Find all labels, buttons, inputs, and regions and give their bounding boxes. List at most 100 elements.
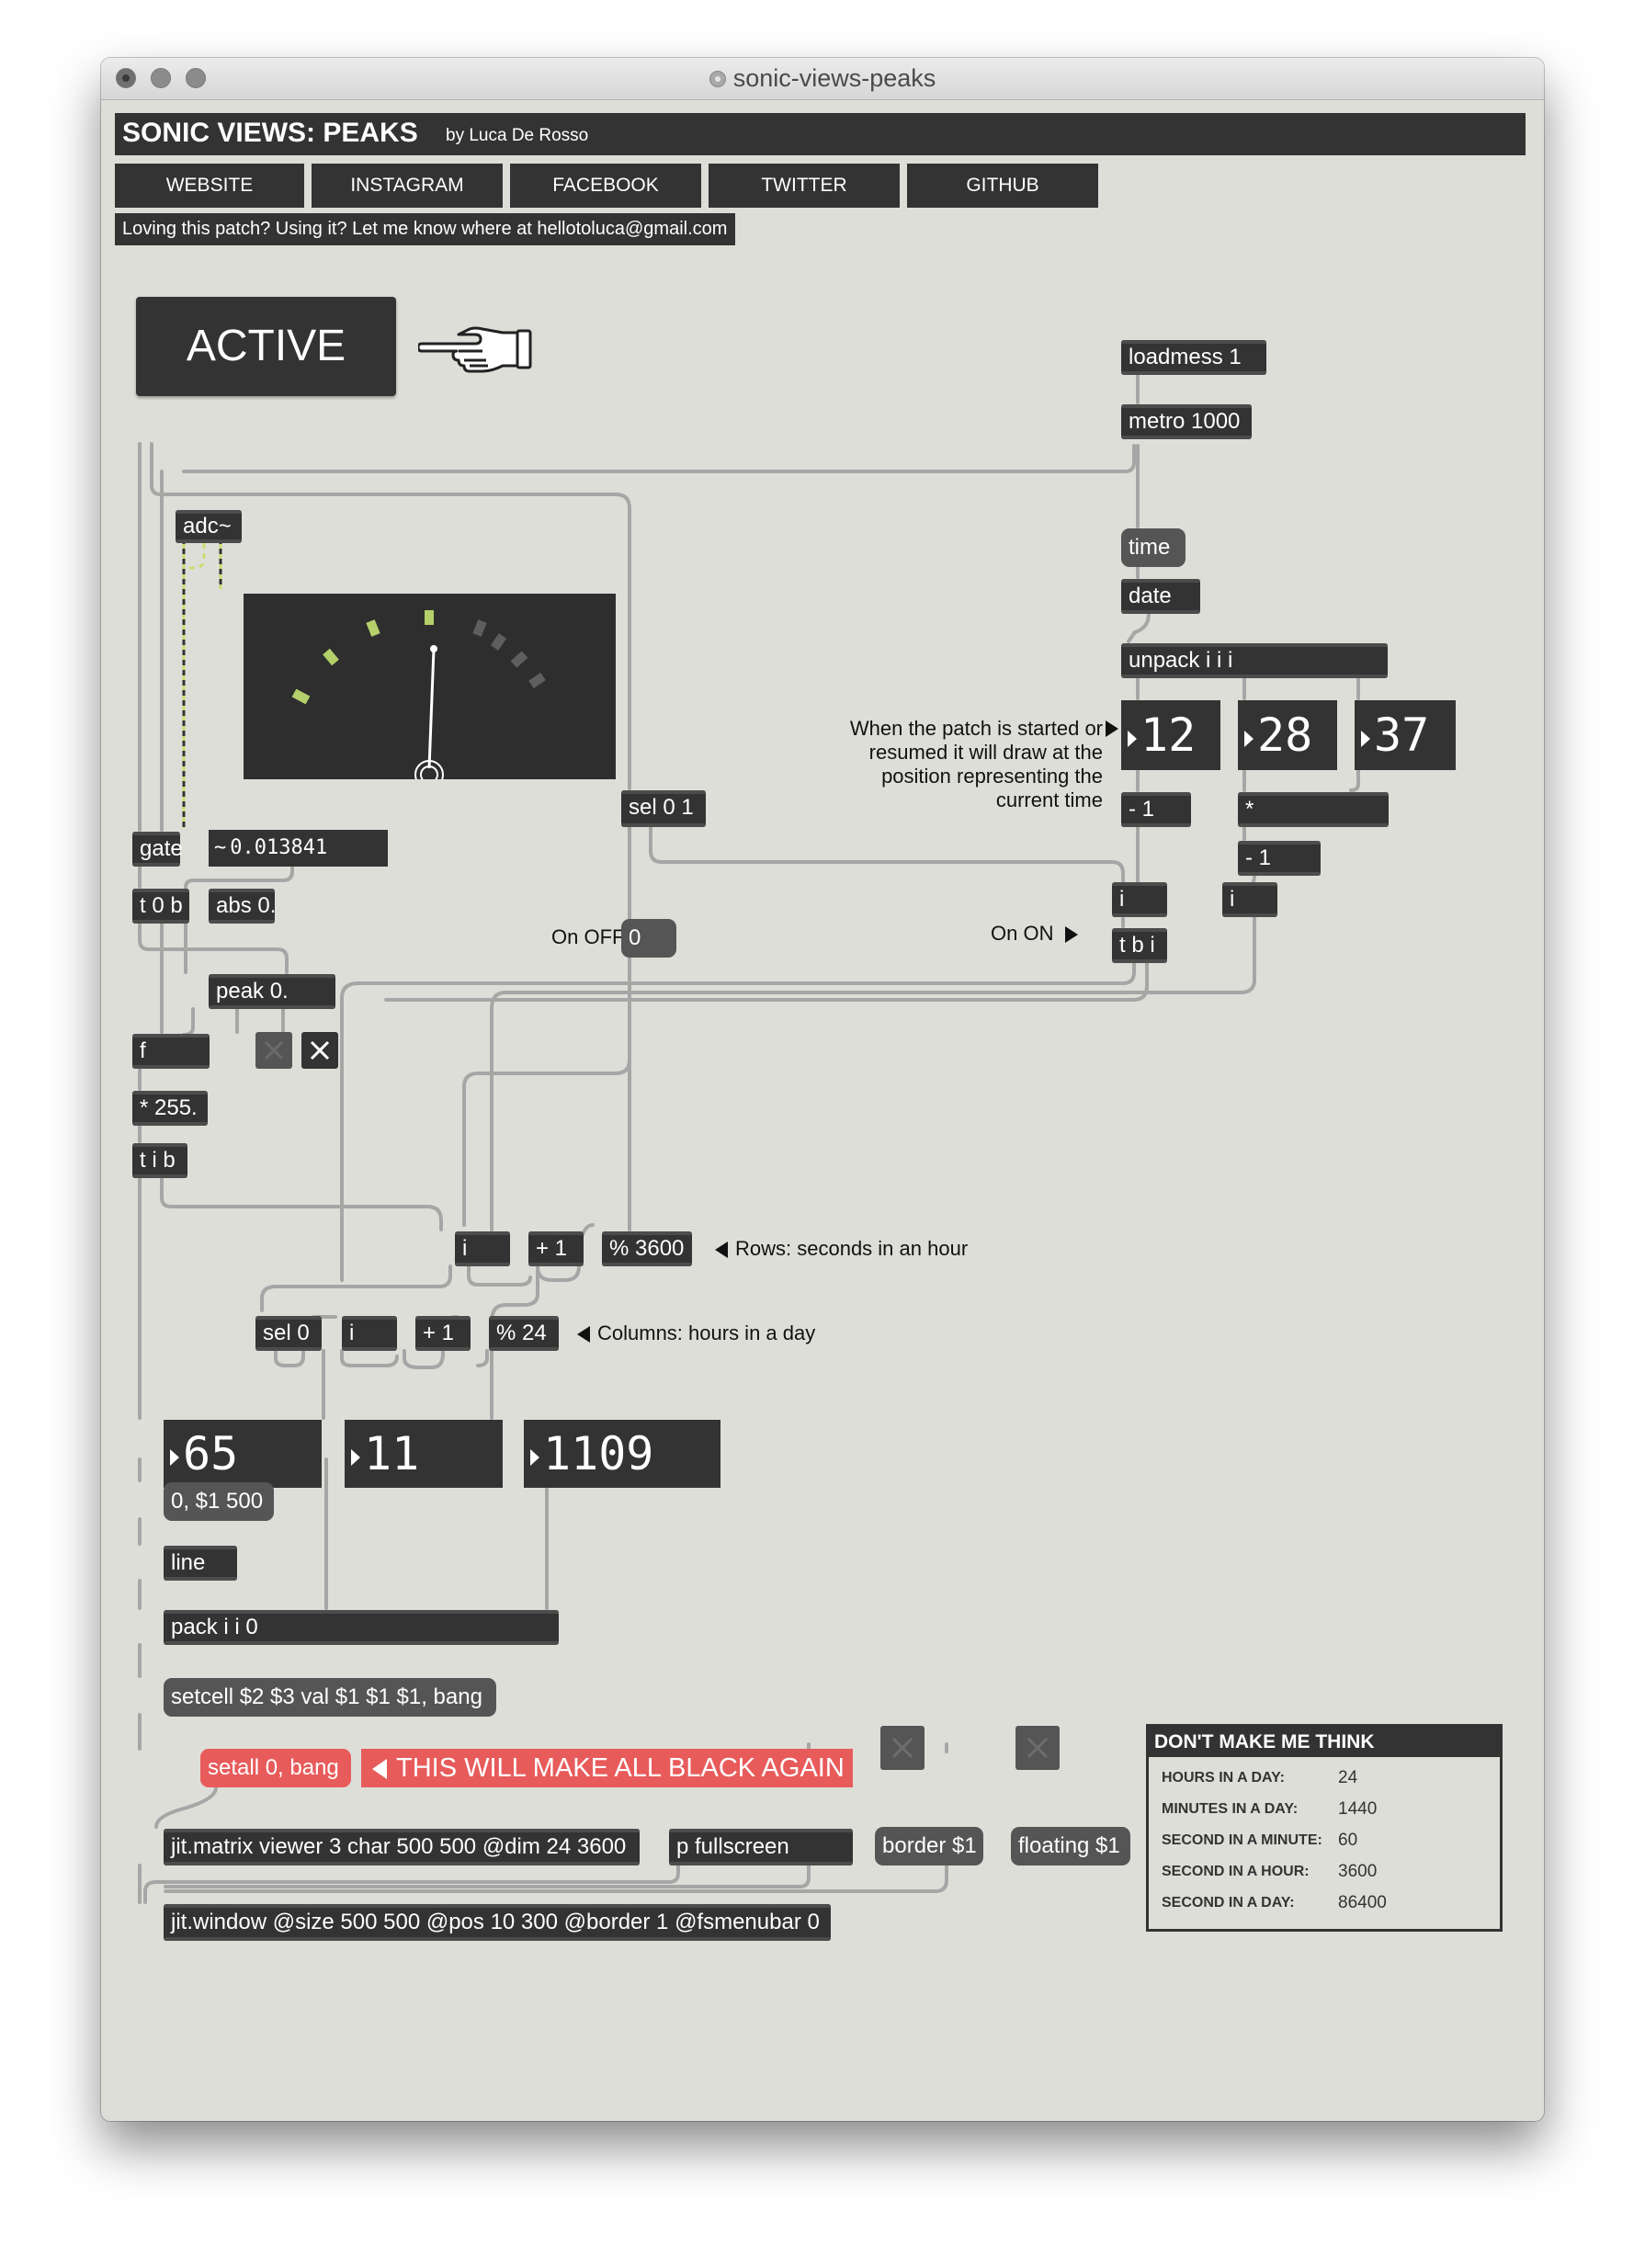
floating-message[interactable]: floating $1	[1011, 1827, 1130, 1865]
toggle-x-icon[interactable]	[1015, 1726, 1060, 1770]
website-button[interactable]: WEBSITE	[115, 164, 304, 208]
facebook-button[interactable]: FACEBOOK	[510, 164, 701, 208]
hours-value: 12	[1140, 709, 1197, 762]
gate-object[interactable]: gate	[132, 832, 183, 867]
info-row-value: 24	[1338, 1768, 1358, 1787]
twitter-button[interactable]: TWITTER	[709, 164, 900, 208]
active-button[interactable]: ACTIVE	[136, 297, 396, 396]
plus-1-rows-object[interactable]: + 1	[528, 1231, 584, 1266]
row-number[interactable]: 1109	[524, 1420, 720, 1488]
metro-object[interactable]: metro 1000	[1121, 404, 1252, 439]
jit-matrix-object[interactable]: jit.matrix viewer 3 char 500 500 @dim 24…	[164, 1829, 640, 1865]
toggle-x-icon[interactable]	[255, 1032, 292, 1069]
info-row-label: SECOND IN A HOUR:	[1162, 1864, 1310, 1879]
loadmess-object[interactable]: loadmess 1	[1121, 340, 1266, 375]
mod-24-object[interactable]: % 24	[489, 1316, 559, 1351]
info-row: SECOND IN A MINUTE: 60	[1149, 1825, 1500, 1856]
jit-window-object[interactable]: jit.window @size 500 500 @pos 10 300 @bo…	[164, 1904, 831, 1941]
triangle-icon	[170, 1448, 179, 1466]
line-object[interactable]: line	[164, 1546, 237, 1581]
multiply-object[interactable]: *	[1238, 792, 1389, 827]
i-rows-object[interactable]: i	[455, 1231, 510, 1266]
patch-byline: by Luca De Rosso	[446, 126, 589, 145]
t-0-b-object[interactable]: t 0 b	[132, 889, 189, 924]
sel-0-object[interactable]: sel 0	[255, 1316, 322, 1351]
ramp-message[interactable]: 0, $1 500	[164, 1482, 274, 1521]
arrow-left-icon	[577, 1326, 590, 1344]
value-number[interactable]: 65	[164, 1420, 322, 1488]
info-row-label: SECOND IN A MINUTE:	[1162, 1832, 1322, 1848]
setall-message[interactable]: setall 0, bang	[200, 1749, 351, 1787]
info-row-value: 3600	[1338, 1862, 1378, 1881]
seconds-number[interactable]: 37	[1355, 700, 1456, 770]
info-panel-rows: HOURS IN A DAY: 24 MINUTES IN A DAY: 1440 …	[1149, 1757, 1500, 1919]
info-row: SECOND IN A DAY: 86400	[1149, 1888, 1500, 1919]
minutes-number[interactable]: 28	[1238, 700, 1337, 770]
rows-label: Rows: seconds in an hour	[735, 1237, 969, 1260]
info-panel-title: DON'T MAKE ME THINK	[1149, 1727, 1500, 1757]
close-window-button[interactable]	[116, 68, 136, 88]
i-right-object[interactable]: i	[1222, 882, 1277, 917]
border-message[interactable]: border $1	[875, 1827, 983, 1865]
f-object[interactable]: f	[132, 1034, 210, 1069]
level-number[interactable]: ~0.013841	[209, 830, 388, 867]
multiply-255-object[interactable]: * 255.	[132, 1091, 208, 1126]
value-value: 65	[183, 1427, 239, 1480]
abs-object[interactable]: abs 0.	[209, 889, 276, 924]
zoom-window-button[interactable]	[186, 68, 206, 88]
triangle-icon	[1244, 730, 1254, 747]
toggle-x-icon[interactable]	[301, 1032, 338, 1069]
setcell-message[interactable]: setcell $2 $3 val $1 $1 $1, bang	[164, 1678, 496, 1717]
info-panel: DON'T MAKE ME THINK HOURS IN A DAY: 24 MI…	[1146, 1724, 1503, 1932]
minus-1-hours-object[interactable]: - 1	[1121, 792, 1191, 827]
toggle-x-icon[interactable]	[880, 1726, 925, 1770]
hours-number[interactable]: 12	[1121, 700, 1220, 770]
t-b-i-object[interactable]: t b i	[1112, 928, 1167, 963]
plus-1-cols-object[interactable]: + 1	[415, 1316, 471, 1351]
on-on-label: On ON	[991, 922, 1054, 945]
pack-object[interactable]: pack i i 0	[164, 1610, 559, 1645]
time-message[interactable]: time	[1121, 528, 1186, 567]
t-i-b-object[interactable]: t i b	[132, 1143, 187, 1178]
adc-object[interactable]: adc~	[176, 510, 242, 543]
contact-message: Loving this patch? Using it? Let me know…	[115, 213, 735, 245]
columns-comment: Columns: hours in a day	[577, 1320, 815, 1347]
info-row-value: 86400	[1338, 1893, 1387, 1912]
mod-3600-object[interactable]: % 3600	[602, 1231, 692, 1266]
info-row-label: HOURS IN A DAY:	[1162, 1770, 1285, 1786]
pointing-hand-icon	[416, 320, 538, 377]
info-row-value: 60	[1338, 1831, 1358, 1850]
arrow-right-icon	[1064, 926, 1078, 944]
arrow-left-icon	[715, 1242, 728, 1259]
info-row-value: 1440	[1338, 1799, 1378, 1819]
triangle-icon	[530, 1448, 539, 1466]
info-row: SECOND IN A HOUR: 3600	[1149, 1856, 1500, 1888]
black-again-comment: THIS WILL MAKE ALL BLACK AGAIN	[361, 1749, 853, 1787]
triangle-icon	[1128, 730, 1137, 747]
github-button[interactable]: GITHUB	[907, 164, 1098, 208]
unpack-object[interactable]: unpack i i i	[1121, 643, 1388, 678]
patch-title: SONIC VIEWS: PEAKS	[122, 118, 418, 148]
off-value-message[interactable]: 0	[621, 919, 676, 958]
instagram-button[interactable]: INSTAGRAM	[312, 164, 503, 208]
column-number[interactable]: 11	[345, 1420, 503, 1488]
window-title: sonic-views-peaks	[732, 64, 936, 92]
i-cols-object[interactable]: i	[342, 1316, 397, 1351]
fullscreen-object[interactable]: p fullscreen	[669, 1829, 853, 1865]
meter-dial	[291, 610, 546, 789]
level-value: 0.013841	[230, 836, 328, 859]
i-on-object[interactable]: i	[1112, 882, 1167, 917]
info-row-label: SECOND IN A DAY:	[1162, 1895, 1295, 1911]
peak-object[interactable]: peak 0.	[209, 974, 335, 1009]
date-object[interactable]: date	[1121, 579, 1200, 614]
header-bar: SONIC VIEWS: PEAKS by Luca De Rosso	[115, 113, 1526, 155]
on-on-comment: On ON	[991, 920, 1078, 947]
minus-1-object[interactable]: - 1	[1238, 841, 1321, 876]
max-patcher-window: sonic-views-peaks	[101, 58, 1544, 2121]
minimize-window-button[interactable]	[151, 68, 171, 88]
document-icon	[709, 70, 726, 87]
arrow-right-icon	[1106, 720, 1118, 737]
info-row-label: MINUTES IN A DAY:	[1162, 1801, 1299, 1817]
row-value: 1109	[543, 1427, 654, 1480]
sel-0-1-object[interactable]: sel 0 1	[621, 790, 706, 827]
